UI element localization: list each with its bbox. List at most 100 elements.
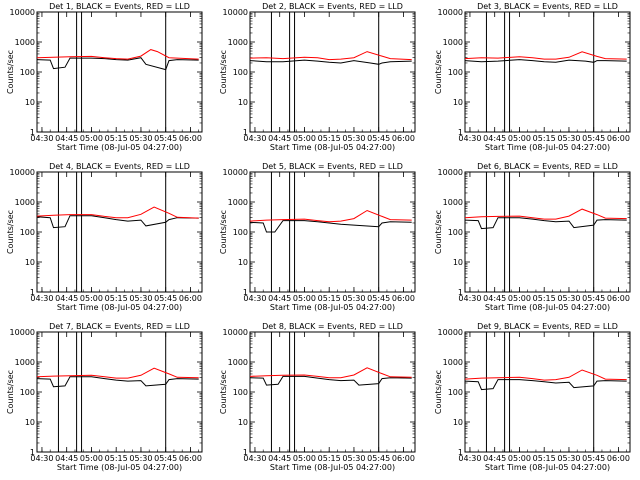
y-tick-label: 100 <box>448 68 463 77</box>
series-line-events <box>249 59 412 65</box>
chart-title: Det 6, BLACK = Events, RED = LLD <box>477 162 618 171</box>
y-tick-label: 10000 <box>223 328 248 337</box>
x-tick-label: 05:00 <box>508 134 531 143</box>
x-tick-label: 05:45 <box>582 134 605 143</box>
x-tick-label: 05:30 <box>129 294 152 303</box>
chart-panel-8: Det 8, BLACK = Events, RED = LLD 1 10 100 10… <box>219 322 416 472</box>
y-axis-label: Counts/sec <box>6 370 15 414</box>
y-tick-label: 100 <box>20 228 35 237</box>
chart-title: Det 3, BLACK = Events, RED = LLD <box>477 2 618 11</box>
y-tick-label: 10 <box>453 418 463 427</box>
y-axis-label: Counts/sec <box>6 50 15 94</box>
y-tick-label: 10000 <box>438 328 463 337</box>
x-tick-label: 05:15 <box>318 294 341 303</box>
x-axis-label: Start Time (08-Jul-05 04:27:00) <box>57 303 182 312</box>
x-tick-label: 05:45 <box>154 454 177 463</box>
y-axis-label: Counts/sec <box>434 370 443 414</box>
chart-title: Det 4, BLACK = Events, RED = LLD <box>49 162 190 171</box>
y-axis-label: Counts/sec <box>219 50 228 94</box>
x-tick-label: 05:00 <box>508 454 531 463</box>
y-tick-label: 100 <box>233 388 248 397</box>
x-tick-label: 06:00 <box>179 294 202 303</box>
series-line-lld <box>36 49 199 60</box>
x-tick-label: 04:30 <box>243 134 266 143</box>
y-tick-label: 1000 <box>15 358 35 367</box>
series-line-events <box>464 379 627 391</box>
x-tick-label: 05:30 <box>557 134 580 143</box>
x-tick-label: 05:15 <box>533 454 556 463</box>
y-tick-label: 100 <box>20 68 35 77</box>
chart-panel-1: Det 1, BLACK = Events, RED = LLD 1 10 100 10… <box>6 2 203 152</box>
y-tick-label: 10 <box>453 258 463 267</box>
x-axis-label: Start Time (08-Jul-05 04:27:00) <box>270 463 395 472</box>
y-tick-label: 1000 <box>228 38 248 47</box>
series-line-events <box>36 215 199 229</box>
x-tick-label: 05:15 <box>105 294 128 303</box>
series-line-lld <box>36 367 199 379</box>
x-axis-label: Start Time (08-Jul-05 04:27:00) <box>57 463 182 472</box>
chart-title: Det 8, BLACK = Events, RED = LLD <box>262 322 403 331</box>
x-tick-label: 04:30 <box>458 454 481 463</box>
x-tick-label: 05:30 <box>342 454 365 463</box>
x-axis-label: Start Time (08-Jul-05 04:27:00) <box>485 143 610 152</box>
x-tick-label: 05:00 <box>293 454 316 463</box>
y-axis-label: Counts/sec <box>219 370 228 414</box>
series-line-lld <box>464 208 627 220</box>
y-tick-label: 100 <box>448 388 463 397</box>
x-tick-label: 05:15 <box>533 134 556 143</box>
y-tick-label: 10000 <box>438 8 463 17</box>
plot-frame <box>249 11 416 133</box>
chart-panel-3: Det 3, BLACK = Events, RED = LLD 1 10 100 10… <box>434 2 631 152</box>
x-tick-label: 06:00 <box>392 294 415 303</box>
x-tick-label: 05:45 <box>154 294 177 303</box>
x-tick-label: 05:45 <box>367 454 390 463</box>
x-tick-label: 06:00 <box>607 294 630 303</box>
x-tick-label: 05:45 <box>582 294 605 303</box>
chart-title: Det 2, BLACK = Events, RED = LLD <box>262 2 403 11</box>
plot-frame <box>36 171 203 293</box>
y-tick-label: 10 <box>238 258 248 267</box>
y-tick-label: 1000 <box>228 358 248 367</box>
y-tick-label: 1 <box>243 288 248 297</box>
plot-frame <box>249 331 416 453</box>
y-tick-label: 1000 <box>15 38 35 47</box>
y-tick-label: 10000 <box>10 168 35 177</box>
x-axis-label: Start Time (08-Jul-05 04:27:00) <box>270 303 395 312</box>
plot-frame <box>464 331 631 453</box>
y-axis-label: Counts/sec <box>6 210 15 254</box>
x-tick-label: 04:45 <box>55 134 78 143</box>
y-tick-label: 1 <box>243 128 248 137</box>
chart-title: Det 1, BLACK = Events, RED = LLD <box>49 2 190 11</box>
chart-panel-6: Det 6, BLACK = Events, RED = LLD 1 10 100 10… <box>434 162 631 312</box>
y-tick-label: 10000 <box>10 328 35 337</box>
x-tick-label: 05:30 <box>557 454 580 463</box>
chart-panel-4: Det 4, BLACK = Events, RED = LLD 1 10 100 10… <box>6 162 203 312</box>
x-tick-label: 05:45 <box>367 134 390 143</box>
x-tick-label: 06:00 <box>607 454 630 463</box>
x-tick-label: 06:00 <box>392 134 415 143</box>
chart-title: Det 5, BLACK = Events, RED = LLD <box>262 162 403 171</box>
x-tick-label: 04:45 <box>483 454 506 463</box>
y-tick-label: 10000 <box>10 8 35 17</box>
chart-title: Det 9, BLACK = Events, RED = LLD <box>477 322 618 331</box>
y-tick-label: 10000 <box>223 8 248 17</box>
x-tick-label: 04:30 <box>458 134 481 143</box>
y-axis-label: Counts/sec <box>434 210 443 254</box>
y-tick-label: 1 <box>458 448 463 457</box>
x-tick-label: 04:30 <box>458 294 481 303</box>
x-axis-label: Start Time (08-Jul-05 04:27:00) <box>270 143 395 152</box>
x-tick-label: 05:15 <box>105 134 128 143</box>
x-tick-label: 04:30 <box>30 454 53 463</box>
y-tick-label: 1 <box>458 128 463 137</box>
series-line-events <box>464 217 627 230</box>
chart-panel-7: Det 7, BLACK = Events, RED = LLD 1 10 100 10… <box>6 322 203 472</box>
series-line-lld <box>464 369 627 381</box>
y-tick-label: 100 <box>233 68 248 77</box>
x-tick-label: 05:30 <box>342 294 365 303</box>
y-tick-label: 1 <box>243 448 248 457</box>
plot-frame <box>464 11 631 133</box>
x-tick-label: 06:00 <box>179 454 202 463</box>
chart-panel-2: Det 2, BLACK = Events, RED = LLD 1 10 100 10… <box>219 2 416 152</box>
x-tick-label: 05:00 <box>80 134 103 143</box>
